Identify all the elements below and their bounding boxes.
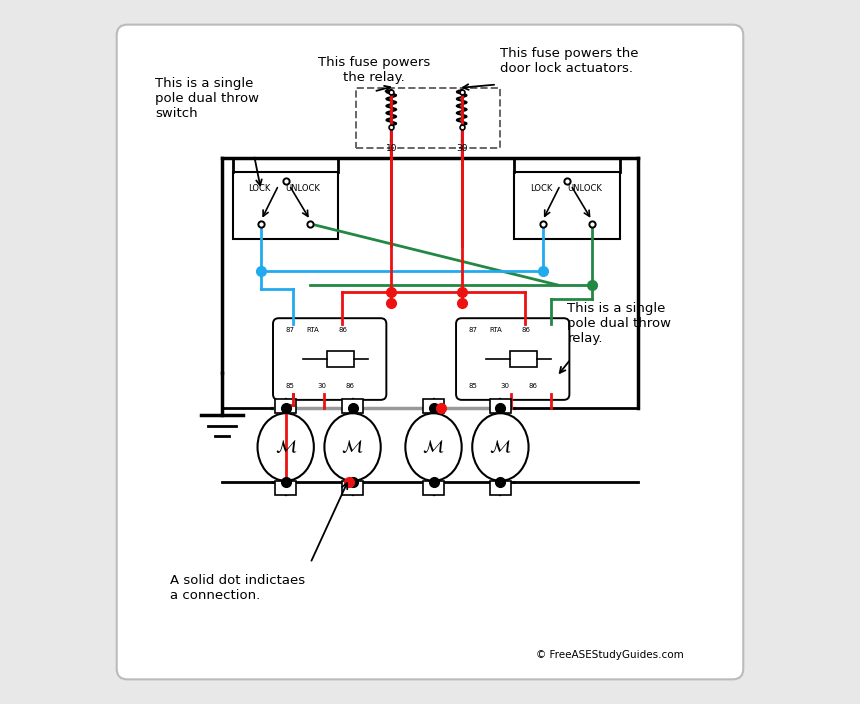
- Text: $\mathcal{M}$: $\mathcal{M}$: [489, 438, 512, 456]
- FancyBboxPatch shape: [273, 318, 386, 400]
- Text: $\mathcal{M}$: $\mathcal{M}$: [341, 438, 364, 456]
- Text: 85: 85: [469, 382, 477, 389]
- Ellipse shape: [472, 413, 529, 481]
- Text: UNLOCK: UNLOCK: [286, 184, 321, 193]
- Bar: [275, 399, 296, 413]
- FancyBboxPatch shape: [456, 318, 569, 400]
- Text: 86: 86: [521, 327, 531, 333]
- Text: LOCK: LOCK: [530, 184, 552, 193]
- Text: 10: 10: [385, 144, 397, 153]
- Bar: [342, 481, 363, 495]
- Ellipse shape: [324, 413, 381, 481]
- Bar: [233, 172, 339, 239]
- Text: LOCK: LOCK: [249, 184, 271, 193]
- Bar: [490, 399, 511, 413]
- Bar: [423, 481, 444, 495]
- Bar: [510, 351, 537, 367]
- Text: 87: 87: [286, 327, 295, 333]
- FancyBboxPatch shape: [117, 25, 743, 679]
- Bar: [342, 399, 363, 413]
- Text: RTA: RTA: [490, 327, 502, 333]
- Text: This fuse powers the
door lock actuators.: This fuse powers the door lock actuators…: [501, 47, 639, 75]
- Bar: [327, 351, 353, 367]
- Text: 30: 30: [501, 382, 509, 389]
- Text: 86: 86: [339, 327, 347, 333]
- Text: $\mathcal{M}$: $\mathcal{M}$: [274, 438, 297, 456]
- Text: 86: 86: [529, 382, 538, 389]
- Text: 86: 86: [346, 382, 354, 389]
- Bar: [275, 481, 296, 495]
- Text: 30: 30: [456, 144, 468, 153]
- Text: This is a single
pole dual throw
switch: This is a single pole dual throw switch: [156, 77, 260, 120]
- Text: RTA: RTA: [307, 327, 320, 333]
- Text: A solid dot indictaes
a connection.: A solid dot indictaes a connection.: [169, 574, 304, 602]
- Bar: [423, 399, 444, 413]
- Bar: [490, 481, 511, 495]
- Bar: [514, 172, 620, 239]
- Text: © FreeASEStudyGuides.com: © FreeASEStudyGuides.com: [536, 650, 684, 660]
- Text: 87: 87: [469, 327, 477, 333]
- Text: $\mathcal{M}$: $\mathcal{M}$: [422, 438, 445, 456]
- Ellipse shape: [405, 413, 462, 481]
- Text: 85: 85: [286, 382, 295, 389]
- Ellipse shape: [257, 413, 314, 481]
- Text: 30: 30: [317, 382, 326, 389]
- Text: This is a single
pole dual throw
relay.: This is a single pole dual throw relay.: [568, 302, 672, 345]
- Text: UNLOCK: UNLOCK: [568, 184, 602, 193]
- Text: This fuse powers
the relay.: This fuse powers the relay.: [317, 56, 430, 84]
- Bar: [356, 88, 501, 148]
